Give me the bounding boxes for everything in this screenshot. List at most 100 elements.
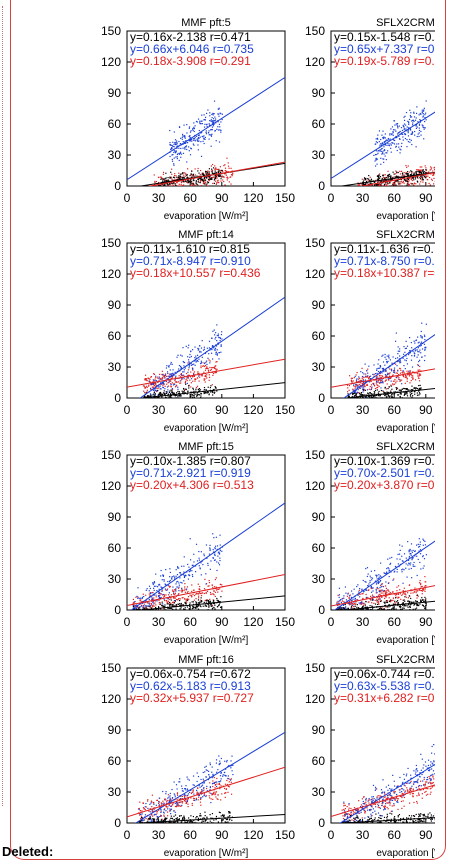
- scatter-point-blue: [143, 607, 145, 609]
- scatter-point-blue: [174, 143, 177, 145]
- scatter-point-blue: [413, 111, 415, 113]
- scatter-point-blue: [136, 604, 138, 606]
- regression-line-red: [360, 172, 435, 186]
- scatter-point-black: [220, 606, 222, 608]
- scatter-point-blue: [158, 588, 160, 590]
- scatter-point-black: [153, 391, 155, 393]
- scatter-point-blue: [420, 335, 422, 337]
- scatter-point-red: [341, 600, 343, 602]
- scatter-point-blue: [360, 371, 362, 373]
- scatter-point-red: [159, 176, 162, 178]
- dotted-margin-line: [2, 6, 4, 806]
- x-tick-label: 150: [275, 828, 295, 842]
- scatter-point-blue: [384, 364, 386, 366]
- scatter-point-blue: [220, 121, 222, 123]
- scatter-point-red: [195, 597, 197, 600]
- scatter-point-blue: [183, 556, 185, 558]
- scatter-point-red: [172, 375, 174, 378]
- scatter-point-black: [402, 607, 404, 609]
- scatter-point-black: [380, 609, 382, 610]
- scatter-point-black: [187, 397, 189, 398]
- scatter-point-red: [347, 391, 349, 393]
- scatter-point-red: [417, 375, 419, 377]
- scatter-point-blue: [192, 364, 194, 366]
- scatter-point-red: [162, 171, 165, 173]
- scatter-point-blue: [417, 558, 419, 561]
- scatter-point-black: [368, 183, 370, 185]
- scatter-point-blue: [405, 347, 408, 349]
- scatter-point-blue: [370, 570, 372, 572]
- scatter-point-black: [368, 393, 370, 395]
- scatter-point-black: [409, 394, 412, 396]
- scatter-point-blue: [423, 126, 425, 129]
- scatter-point-blue: [204, 352, 207, 355]
- scatter-point-red: [413, 591, 416, 593]
- scatter-point-blue: [206, 557, 208, 559]
- scatter-point-blue: [406, 363, 409, 365]
- scatter-point-blue: [393, 139, 395, 141]
- scatter-point-black: [218, 175, 221, 177]
- scatter-point-blue: [423, 128, 425, 130]
- scatter-point-red: [377, 386, 379, 389]
- scatter-point-red: [224, 184, 226, 186]
- scatter-point-black: [168, 397, 171, 398]
- scatter-point-red: [431, 179, 433, 181]
- scatter-point-blue: [220, 345, 222, 348]
- scatter-point-black: [380, 180, 382, 183]
- scatter-point-blue: [406, 126, 408, 128]
- scatter-point-blue: [424, 544, 427, 546]
- scatter-point-blue: [363, 373, 365, 375]
- scatter-point-blue: [419, 112, 421, 115]
- scatter-point-red: [178, 185, 180, 186]
- scatter-point-blue: [356, 387, 358, 389]
- scatter-point-black: [184, 602, 186, 604]
- scatter-point-black: [389, 600, 391, 603]
- scatter-point-red: [412, 371, 414, 373]
- plot-title: SFLX2CRM p: [376, 229, 444, 241]
- scatter-point-blue: [169, 579, 171, 582]
- scatter-point-red: [163, 594, 166, 596]
- scatter-point-red: [199, 169, 202, 172]
- scatter-point-black: [417, 604, 419, 606]
- scatter-point-black: [374, 389, 377, 392]
- scatter-point-blue: [194, 364, 196, 366]
- x-axis-label: evaporation [W/m²]: [164, 848, 249, 859]
- scatter-point-blue: [411, 558, 413, 560]
- scatter-point-black: [185, 388, 187, 391]
- scatter-point-blue: [378, 581, 380, 584]
- scatter-point-black: [216, 390, 218, 392]
- scatter-point-red: [407, 592, 409, 594]
- scatter-point-blue: [405, 563, 407, 565]
- scatter-point-black: [205, 605, 208, 607]
- scatter-point-blue: [415, 146, 417, 148]
- scatter-point-red: [198, 588, 200, 590]
- scatter-point-red: [415, 183, 417, 185]
- scatter-point-black: [409, 606, 411, 608]
- scatter-point-red: [373, 373, 375, 375]
- scatter-point-blue: [212, 345, 214, 347]
- scatter-point-blue: [219, 337, 222, 340]
- scatter-point-blue: [413, 561, 415, 564]
- scatter-point-red: [410, 185, 412, 186]
- scatter-point-black: [383, 397, 385, 398]
- scatter-point-blue: [183, 580, 185, 582]
- scatter-point-red: [170, 176, 172, 178]
- scatter-point-blue: [410, 554, 412, 556]
- scatter-point-black: [214, 604, 216, 606]
- scatter-point-black: [185, 174, 188, 176]
- scatter-point-blue: [401, 571, 403, 573]
- scatter-point-blue: [399, 379, 401, 381]
- scatter-point-black: [169, 604, 171, 607]
- scatter-point-black: [404, 600, 406, 602]
- scatter-point-black: [339, 607, 341, 609]
- scatter-point-blue: [345, 599, 348, 601]
- scatter-point-blue: [411, 131, 413, 133]
- y-tick-label: 0: [114, 603, 121, 617]
- scatter-point-red: [381, 185, 383, 186]
- scatter-point-red: [401, 175, 403, 177]
- scatter-point-blue: [357, 584, 359, 586]
- scatter-point-blue: [198, 358, 200, 360]
- scatter-point-red: [394, 603, 396, 605]
- scatter-point-blue: [401, 569, 403, 571]
- scatter-point-black: [399, 606, 401, 608]
